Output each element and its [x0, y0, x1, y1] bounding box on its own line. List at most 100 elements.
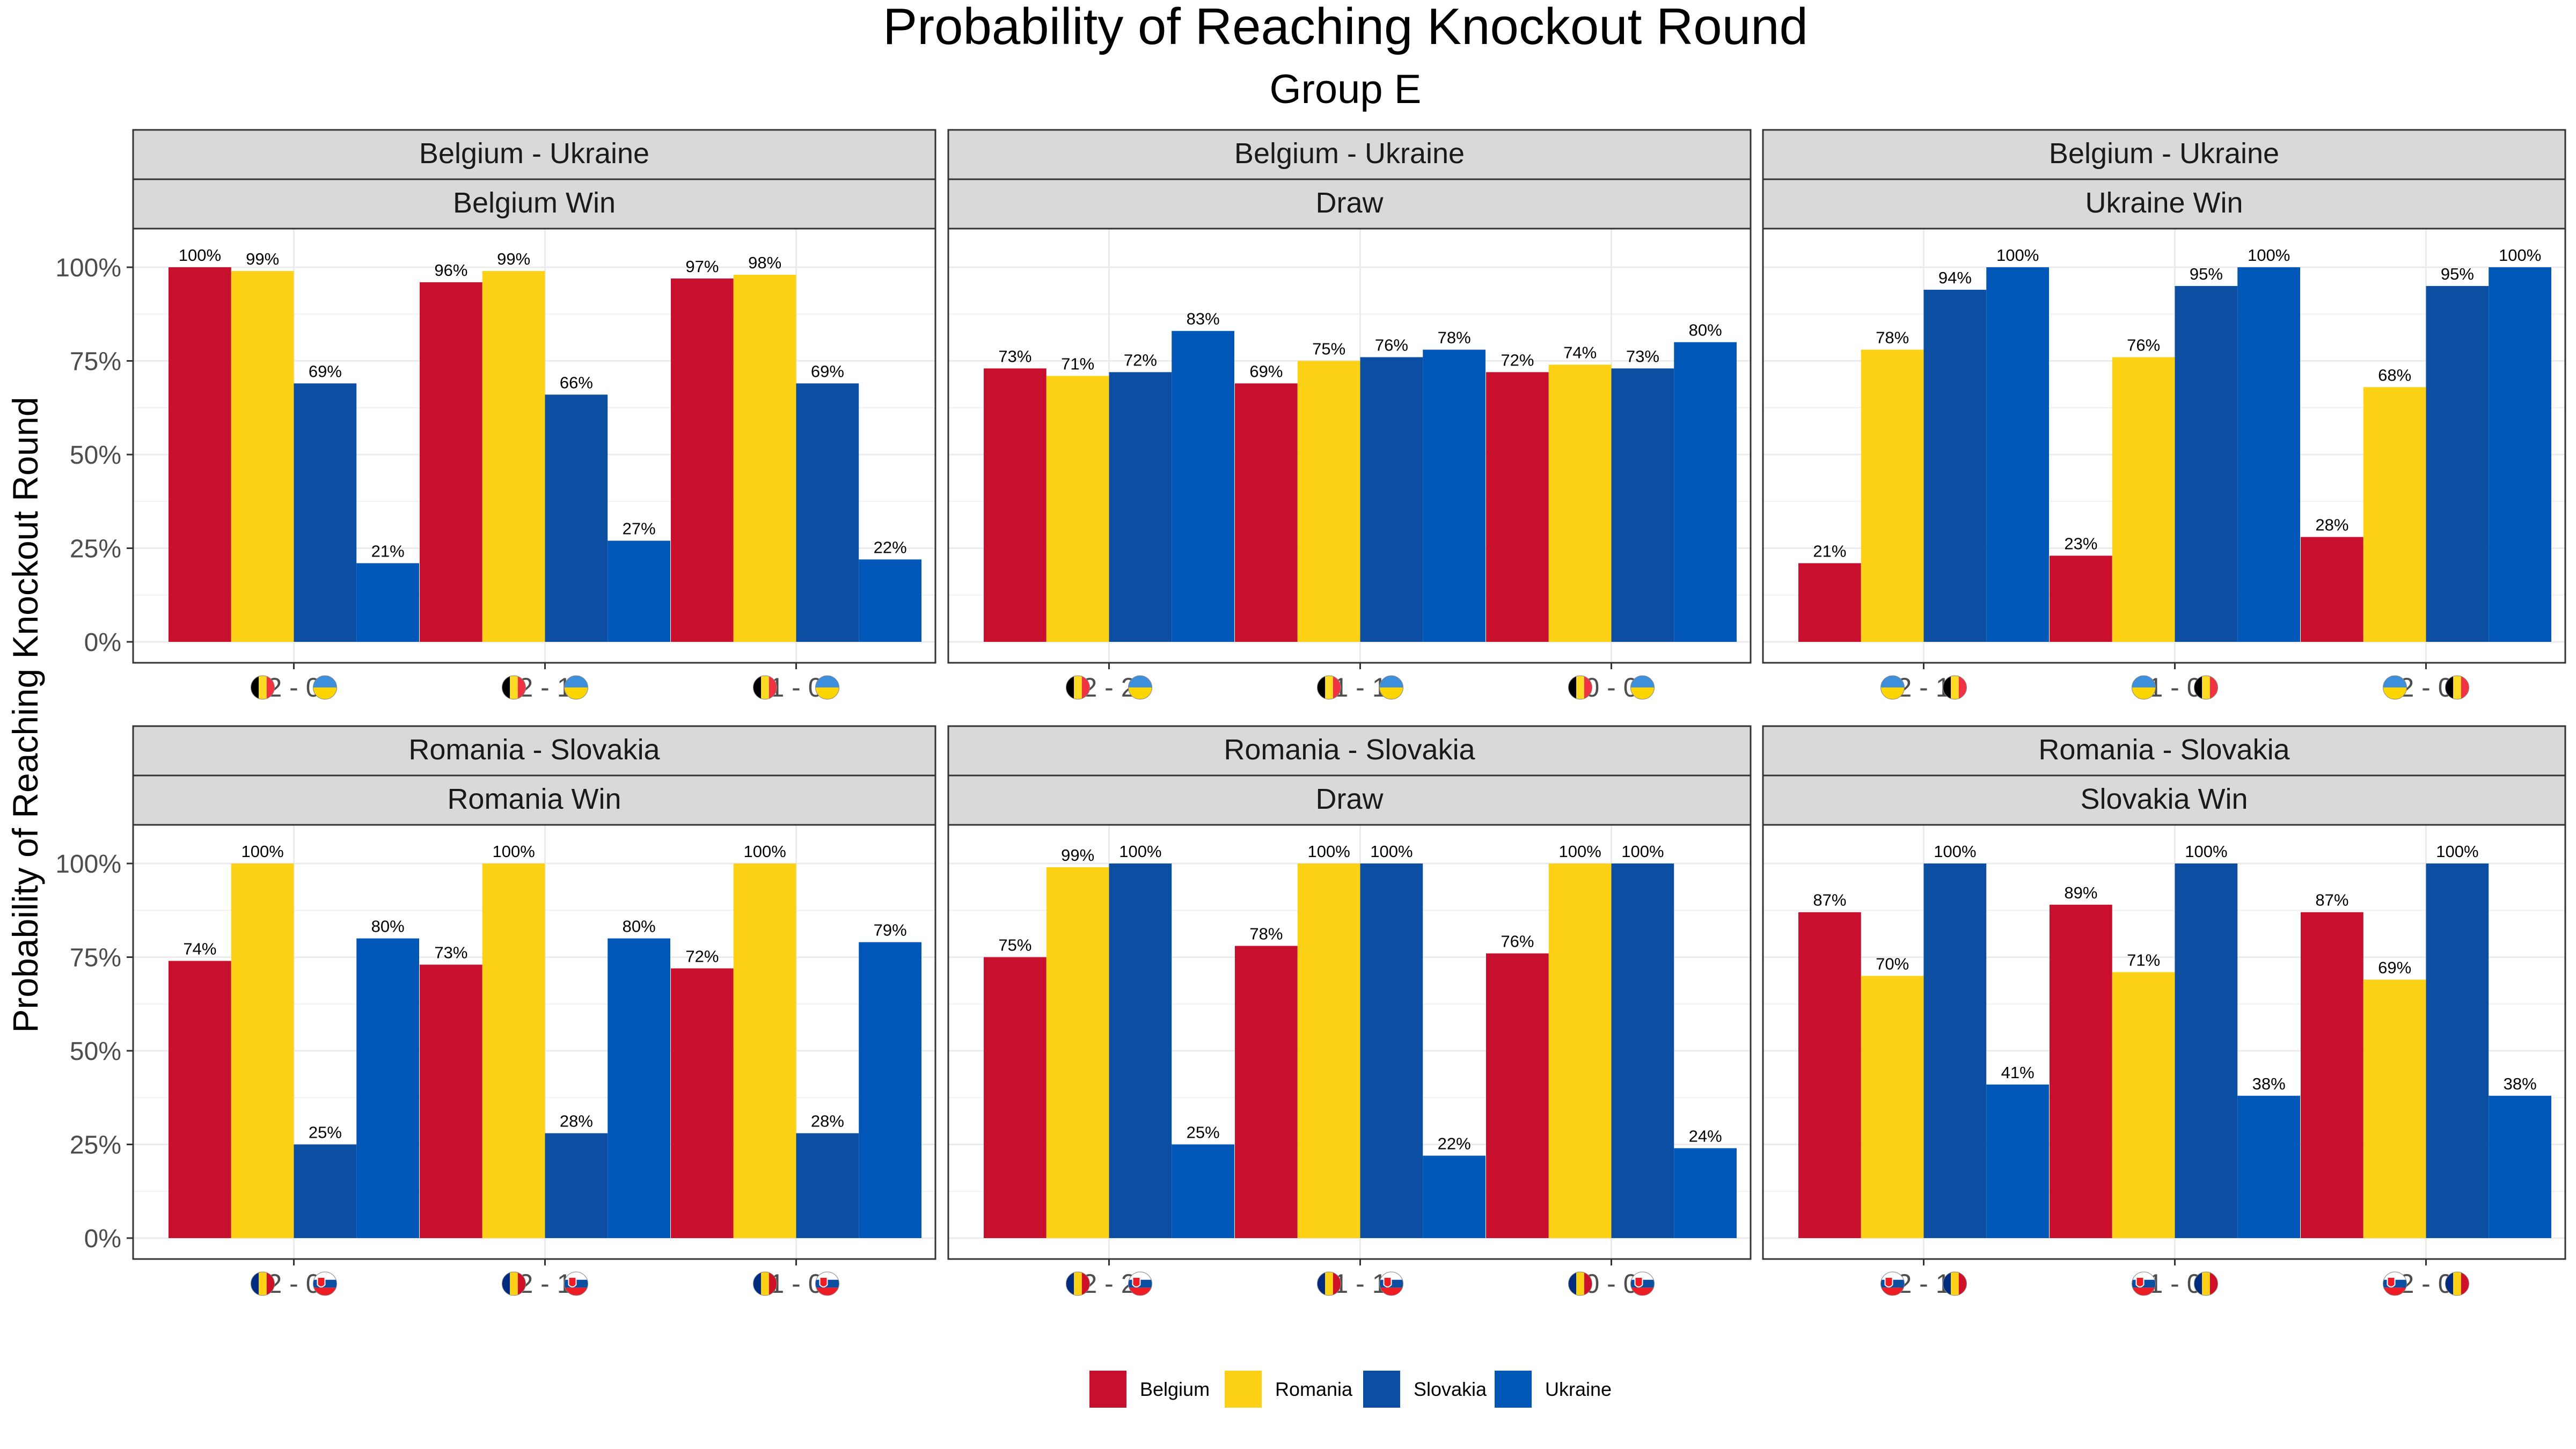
facet-label-outcome: Ukraine Win — [2085, 187, 2243, 219]
y-tick-label: 25% — [70, 535, 121, 564]
legend-label: Belgium — [1140, 1378, 1210, 1400]
legend-item-slovakia: Slovakia — [1363, 1371, 1487, 1408]
bar-slovakia — [1611, 368, 1674, 642]
data-label: 100% — [241, 842, 283, 861]
data-label: 97% — [685, 257, 719, 276]
data-label: 100% — [2185, 842, 2227, 861]
slovakia-flag-icon — [1128, 1271, 1152, 1296]
data-label: 66% — [560, 373, 593, 392]
x-tick-label: 2 - 0 — [2399, 672, 2453, 702]
x-tick-label: 0 - 0 — [1584, 1269, 1638, 1299]
x-tick-label: 2 - 2 — [1082, 1269, 1136, 1299]
panel-border — [132, 824, 936, 1260]
facet-strip-outcome — [1762, 774, 2566, 826]
facet-strip-match — [947, 725, 1752, 777]
data-label: 73% — [998, 347, 1031, 365]
bar-romania — [1297, 361, 1360, 642]
data-label: 25% — [1187, 1123, 1220, 1142]
ukraine-flag-icon — [1880, 675, 1905, 700]
bar-slovakia — [294, 383, 357, 642]
romania-flag-icon — [2194, 1271, 2218, 1296]
bar-romania — [231, 863, 294, 1238]
bar-slovakia — [294, 1144, 357, 1238]
data-label: 78% — [1249, 925, 1283, 943]
romania-flag-icon — [2445, 1271, 2469, 1296]
bar-ukraine — [1423, 1155, 1485, 1238]
data-label: 72% — [1501, 350, 1534, 369]
legend-swatch — [1225, 1371, 1262, 1408]
x-tick-label: 1 - 1 — [1333, 672, 1387, 702]
data-label: 89% — [2064, 883, 2097, 902]
data-label: 75% — [998, 936, 1031, 955]
belgium-flag-icon — [1568, 675, 1592, 700]
bar-ukraine — [1674, 342, 1737, 642]
data-label: 87% — [2315, 891, 2348, 910]
data-label: 100% — [743, 842, 786, 861]
bar-romania — [2363, 979, 2426, 1238]
bar-belgium — [2301, 912, 2363, 1238]
slovakia-flag-icon — [1630, 1271, 1655, 1296]
x-tick-label: 1 - 0 — [2148, 1269, 2201, 1299]
bar-slovakia — [2175, 863, 2238, 1238]
bar-belgium — [2050, 555, 2112, 642]
facet-strip-match — [132, 725, 936, 777]
data-label: 69% — [811, 362, 844, 380]
y-tick-label: 0% — [84, 1225, 121, 1253]
x-tick-label: 2 - 0 — [267, 672, 320, 702]
ukraine-flag-icon — [815, 675, 839, 700]
facet-label-match: Romania - Slovakia — [1224, 734, 1475, 766]
bar-ukraine — [608, 540, 670, 642]
bar-belgium — [2301, 537, 2363, 642]
data-label: 68% — [2378, 365, 2411, 384]
data-label: 22% — [1438, 1134, 1471, 1153]
panel-border — [132, 228, 936, 664]
data-label: 95% — [2441, 265, 2474, 283]
facet-label-outcome: Draw — [1315, 783, 1384, 815]
data-label: 25% — [309, 1123, 342, 1142]
facet-label-match: Belgium - Ukraine — [2049, 137, 2279, 170]
data-label: 79% — [874, 921, 907, 940]
x-tick-label: 2 - 0 — [2399, 1269, 2453, 1299]
bar-ukraine — [608, 938, 670, 1238]
x-tick-label: 2 - 0 — [267, 1269, 320, 1299]
facet-label-outcome: Belgium Win — [453, 187, 616, 219]
bar-slovakia — [1360, 863, 1423, 1238]
data-label: 100% — [1621, 842, 1664, 861]
bar-belgium — [1486, 372, 1549, 642]
bar-belgium — [984, 957, 1046, 1238]
x-tick-label: 2 - 1 — [518, 672, 572, 702]
bar-romania — [482, 863, 545, 1238]
romania-flag-icon — [1317, 1271, 1341, 1296]
panel-border — [1762, 228, 2566, 664]
facet-panel: Belgium - Ukraine Draw 73% 71% 72% 83% 2 - 2 69… — [947, 129, 1752, 702]
panel-border — [1762, 824, 2566, 1260]
x-tick-label: 2 - 1 — [518, 1269, 572, 1299]
data-label: 99% — [246, 250, 279, 268]
data-label: 71% — [2127, 950, 2160, 969]
bar-romania — [733, 274, 796, 642]
slovakia-flag-icon — [2383, 1271, 2407, 1296]
data-label: 80% — [623, 917, 656, 936]
data-label: 23% — [2064, 534, 2097, 553]
romania-flag-icon — [1066, 1271, 1090, 1296]
bar-ukraine — [859, 942, 921, 1238]
ukraine-flag-icon — [1379, 675, 1403, 700]
bar-ukraine — [1172, 1144, 1234, 1238]
belgium-flag-icon — [1066, 675, 1090, 700]
data-label: 78% — [1438, 328, 1471, 347]
bar-ukraine — [2489, 267, 2551, 642]
data-label: 38% — [2252, 1074, 2286, 1093]
facet-panel: Belgium - Ukraine Ukraine Win 21% 78% 94% 100… — [1762, 129, 2566, 702]
data-label: 69% — [309, 362, 342, 380]
data-label: 69% — [2378, 958, 2411, 977]
data-label: 73% — [1626, 347, 1659, 365]
bar-belgium — [1798, 912, 1861, 1238]
data-label: 87% — [1813, 891, 1846, 910]
bar-romania — [1548, 364, 1612, 642]
facet-strip-match — [1762, 725, 2566, 777]
data-label: 72% — [1124, 350, 1157, 369]
bar-slovakia — [796, 1133, 859, 1238]
romania-flag-icon — [502, 1271, 526, 1296]
data-label: 76% — [1375, 336, 1408, 355]
